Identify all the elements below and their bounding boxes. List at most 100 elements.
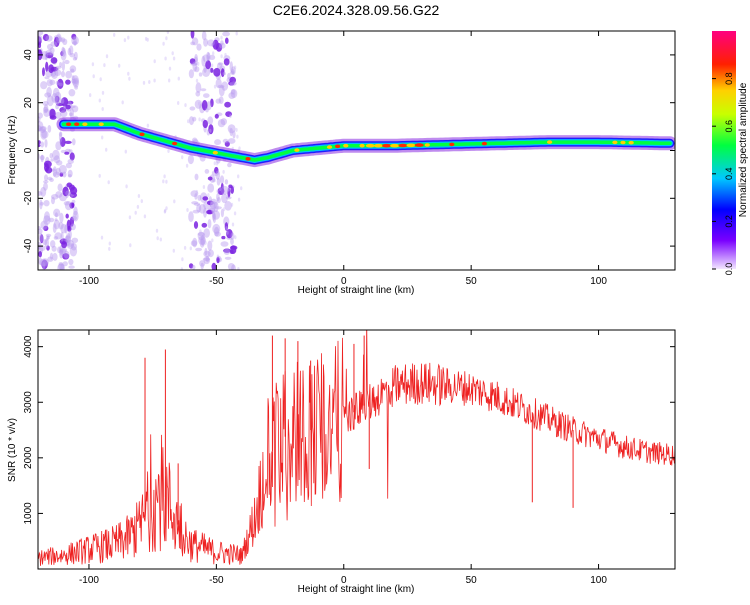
spectrogram-ridge	[56, 117, 675, 168]
y-tick-label: -40	[23, 238, 34, 253]
noise-blob	[74, 85, 78, 90]
noise-blob	[60, 110, 68, 118]
ridge-peak	[245, 157, 251, 161]
noise-blob	[58, 82, 63, 87]
noise-blob	[209, 198, 218, 209]
noise-blob	[59, 248, 67, 255]
noise-blob	[224, 222, 229, 231]
noise-fleck	[185, 163, 189, 168]
noise-fleck	[89, 93, 92, 98]
noise-blob	[227, 124, 236, 134]
noise-blob	[38, 228, 43, 235]
noise-blob	[71, 199, 76, 204]
noise-blob	[207, 52, 211, 62]
noise-blob	[195, 82, 202, 93]
noise-blob	[71, 36, 79, 46]
noise-blob	[60, 223, 67, 234]
noise-blob	[67, 159, 74, 164]
noise-blob	[41, 258, 49, 267]
noise-blob	[42, 262, 46, 270]
noise-blob	[192, 209, 200, 214]
noise-blob	[52, 252, 58, 261]
noise-blob	[46, 79, 53, 87]
noise-blob	[214, 139, 222, 146]
noise-blob	[67, 169, 73, 178]
noise-fleck	[199, 229, 202, 234]
noise-blob	[50, 52, 55, 56]
noise-blob	[67, 47, 72, 56]
noise-blob	[60, 51, 64, 57]
noise-blob	[53, 155, 61, 164]
noise-blob	[57, 37, 63, 42]
noise-blob	[53, 219, 60, 230]
noise-blob	[65, 213, 69, 219]
noise-blob	[227, 162, 232, 168]
noise-fleck	[198, 117, 201, 122]
noise-blob	[190, 62, 198, 66]
y-tick-label: 3000	[23, 391, 34, 414]
noise-blob	[50, 158, 54, 162]
noise-blob	[220, 241, 229, 247]
noise-fleck	[220, 35, 223, 40]
noise-blob	[214, 166, 219, 174]
noise-blob	[58, 131, 63, 137]
x-tick-label: -100	[79, 276, 99, 287]
colorbar-tick-label: 0.0	[724, 263, 734, 276]
noise-fleck	[166, 31, 170, 34]
noise-blob	[71, 78, 76, 84]
noise-fleck	[98, 98, 102, 103]
noise-blob	[210, 98, 214, 108]
noise-blob	[55, 191, 63, 198]
noise-blob	[58, 132, 63, 143]
noise-fleck	[229, 127, 232, 132]
noise-blob	[190, 31, 195, 39]
noise-blob	[46, 95, 54, 107]
noise-blob	[70, 186, 78, 195]
noise-fleck	[172, 56, 176, 61]
snr-y-axis-label: SNR (10 * v/v)	[7, 418, 18, 482]
noise-blob	[39, 258, 48, 267]
noise-fleck	[207, 193, 210, 198]
noise-blob	[47, 124, 52, 133]
noise-blob	[207, 39, 215, 47]
noise-blob	[38, 143, 41, 148]
noise-blob	[220, 118, 227, 126]
noise-blob	[203, 38, 209, 47]
noise-blob	[71, 237, 79, 243]
noise-blob	[65, 190, 71, 197]
x-tick-label: -50	[209, 575, 224, 586]
noise-blob	[46, 245, 50, 251]
noise-fleck	[202, 185, 206, 189]
ridge-peak	[373, 143, 383, 148]
noise-blob	[54, 96, 61, 105]
noise-blob	[224, 179, 229, 185]
noise-blob	[207, 176, 213, 181]
ridge-peak	[382, 143, 392, 148]
noise-blob	[46, 235, 50, 241]
noise-fleck	[212, 51, 215, 56]
noise-blob	[205, 60, 212, 70]
chart-title: C2E6.2024.328.09.56.G22	[273, 2, 440, 18]
noise-blob	[40, 220, 48, 230]
noise-fleck	[123, 38, 127, 43]
noise-blob	[45, 49, 53, 56]
noise-blob	[38, 31, 44, 36]
noise-blob	[227, 138, 236, 144]
noise-blob	[57, 263, 65, 270]
ridge-peak	[212, 150, 218, 155]
noise-blob	[193, 221, 199, 229]
noise-fleck	[113, 32, 116, 37]
noise-blob	[223, 248, 231, 255]
noise-blob	[47, 176, 53, 181]
noise-fleck	[177, 76, 180, 81]
noise-fleck	[195, 189, 198, 194]
noise-blob	[38, 49, 42, 53]
noise-blob	[227, 187, 231, 198]
x-tick-label: 100	[590, 575, 607, 586]
noise-fleck	[143, 214, 147, 219]
noise-blob	[65, 70, 72, 79]
noise-fleck	[224, 52, 227, 57]
noise-blob	[49, 115, 57, 120]
noise-blob	[73, 79, 78, 85]
noise-blob	[61, 70, 65, 78]
